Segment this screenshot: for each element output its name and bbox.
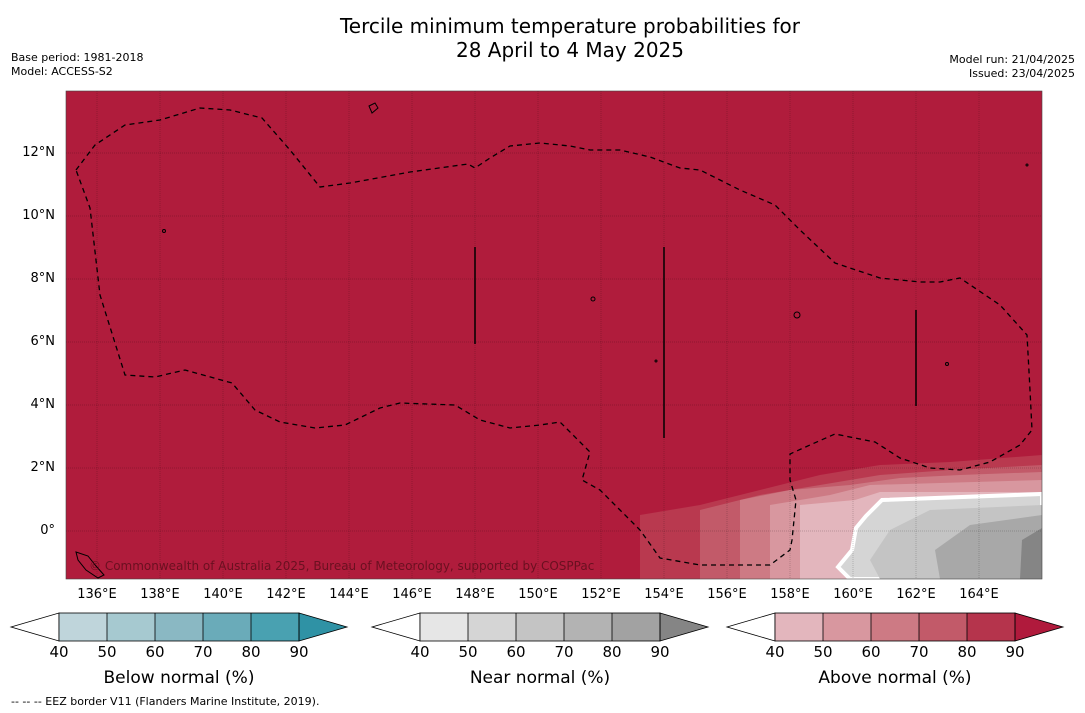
cb2-tick-70: 70 [554, 643, 574, 661]
cb3-swatch-3 [919, 613, 967, 641]
cb3-tick-90: 90 [1005, 643, 1025, 661]
cb2-title: Near normal (%) [469, 668, 611, 688]
cb1-tick-70: 70 [193, 643, 213, 661]
colorbar-above-normal [725, 612, 1065, 642]
cb1-lower-triangle [9, 612, 60, 642]
issued-date: Issued: 23/04/2025 [968, 67, 1075, 80]
cb1-tick-40: 40 [49, 643, 69, 661]
cb1-title: Below normal (%) [103, 668, 255, 688]
cb2-tick-40: 40 [410, 643, 430, 661]
cb1-swatch-3 [203, 613, 251, 641]
lon-label-140e: 140°E [203, 587, 243, 602]
cb3-swatch-2 [871, 613, 919, 641]
title-line-2: 28 April to 4 May 2025 [456, 38, 684, 62]
cb2-swatch-1 [468, 613, 516, 641]
cb3-upper-triangle [1014, 612, 1065, 642]
lat-label-8n: 8°N [30, 271, 56, 286]
cb2-tick-50: 50 [458, 643, 478, 661]
chart-title: Tercile minimum temperature probabilitie… [0, 14, 1085, 62]
colorbar-below-normal [9, 612, 349, 642]
cb1-tick-50: 50 [97, 643, 117, 661]
cb2-upper-triangle [659, 612, 710, 642]
map-frame [65, 90, 1043, 580]
near-normal-70 [935, 515, 1042, 579]
lon-label-152e: 152°E [581, 587, 621, 602]
lat-label-10n: 10°N [22, 208, 55, 223]
lon-label-142e: 142°E [266, 587, 306, 602]
cb1-swatch-2 [155, 613, 203, 641]
cb1-tick-60: 60 [145, 643, 165, 661]
cb3-tick-60: 60 [861, 643, 881, 661]
cb3-tick-50: 50 [813, 643, 833, 661]
cb2-tick-60: 60 [506, 643, 526, 661]
base-period: Base period: 1981-2018 [11, 51, 144, 64]
cb3-title: Above normal (%) [818, 668, 972, 688]
model-name: Model: ACCESS-S2 [11, 65, 113, 78]
title-line-1: Tercile minimum temperature probabilitie… [339, 14, 801, 38]
cb1-swatch-1 [107, 613, 155, 641]
cb2-swatch-2 [516, 613, 564, 641]
lon-label-148e: 148°E [455, 587, 495, 602]
lat-label-0: 0° [40, 523, 55, 538]
cb2-swatch-4 [612, 613, 660, 641]
cb3-tick-40: 40 [765, 643, 785, 661]
cb2-tick-80: 80 [602, 643, 622, 661]
lon-label-158e: 158°E [770, 587, 810, 602]
lat-label-4n: 4°N [30, 397, 56, 412]
lon-label-156e: 156°E [707, 587, 747, 602]
lon-label-136e: 136°E [77, 587, 117, 602]
cb3-tick-70: 70 [909, 643, 929, 661]
lon-label-160e: 160°E [833, 587, 873, 602]
model-run: Model run: 21/04/2025 [949, 53, 1075, 66]
meta-right: Model run: 21/04/2025 Issued: 23/04/2025 [949, 53, 1075, 81]
cb2-swatch-0 [420, 613, 468, 641]
eez-border [75, 107, 1033, 566]
lat-label-2n: 2°N [30, 460, 56, 475]
eez-footnote: -- -- -- EEZ border V11 (Flanders Marine… [11, 695, 320, 708]
cb3-lower-triangle [725, 612, 776, 642]
islands [75, 102, 1029, 579]
lon-label-146e: 146°E [392, 587, 432, 602]
probability-field [640, 455, 1044, 581]
cb1-swatch-4 [251, 613, 299, 641]
lon-label-150e: 150°E [518, 587, 558, 602]
cb3-tick-80: 80 [957, 643, 977, 661]
cb2-tick-90: 90 [650, 643, 670, 661]
lon-label-162e: 162°E [896, 587, 936, 602]
cb1-tick-80: 80 [241, 643, 261, 661]
cb3-swatch-0 [775, 613, 823, 641]
lon-label-144e: 144°E [329, 587, 369, 602]
cb3-swatch-1 [823, 613, 871, 641]
cb1-upper-triangle [298, 612, 349, 642]
lon-label-164e: 164°E [959, 587, 999, 602]
lat-label-12n: 12°N [22, 145, 55, 160]
lat-label-6n: 6°N [30, 334, 56, 349]
near-normal-80 [1020, 528, 1042, 579]
colorbar-near-normal [370, 612, 710, 642]
lon-label-154e: 154°E [644, 587, 684, 602]
cb2-swatch-3 [564, 613, 612, 641]
meta-left: Base period: 1981-2018 Model: ACCESS-S2 [11, 51, 143, 79]
lon-label-138e: 138°E [140, 587, 180, 602]
cb2-lower-triangle [370, 612, 421, 642]
cb1-swatch-0 [59, 613, 107, 641]
cb1-tick-90: 90 [289, 643, 309, 661]
cb3-swatch-4 [967, 613, 1015, 641]
copyright-text: © Commonwealth of Australia 2025, Bureau… [89, 559, 595, 573]
